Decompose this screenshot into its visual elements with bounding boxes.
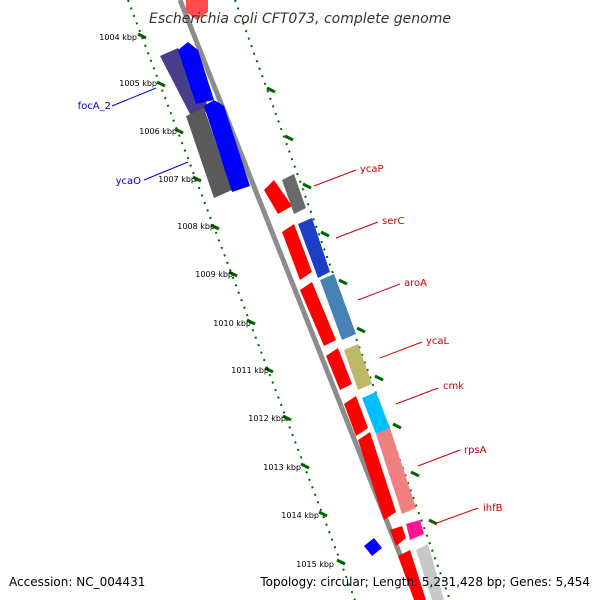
gene-ycaO-inner [204,100,250,192]
gene-ihfB-magenta [406,520,424,540]
kbp-label: 1013 kbp [263,463,301,472]
kbp-label: 1015 kbp [296,560,334,569]
gene-label-aroA: aroA [404,278,427,289]
gene-label-ycaO: ycaO [116,176,142,187]
kbp-label: 1004 kbp [99,33,137,42]
gene-focA-inner [178,42,214,104]
kbp-label: 1009 kbp [195,270,233,279]
topology-text: Topology: circular; Length: 5,231,428 bp… [259,575,590,589]
gene-serC-blue [298,218,330,278]
gene-small-blue [364,538,382,556]
kbp-labels: 1004 kbp 1005 kbp 1006 kbp 1007 kbp 1008… [99,33,334,569]
kbp-label: 1008 kbp [177,222,215,231]
gene-ycaP-red [264,180,292,214]
gene-ycaL-red [326,348,352,390]
kbp-label: 1010 kbp [213,319,251,328]
right-leaders [313,169,479,525]
gene-cmk-cyan [362,392,390,434]
gene-ycaO-outer [186,108,232,198]
gene-label-focA_2: focA_2 [78,101,111,112]
gene-rpsA-pink [376,428,416,514]
gene-cmk-red [344,396,368,436]
gene-arrow-top [186,0,208,20]
gene-label-ycaP: ycaP [360,164,384,175]
gene-aroA-red [300,282,336,346]
gene-ycaP-grey [282,174,306,214]
gene-rpsA-red [358,432,396,520]
gene-label-cmk: cmk [443,381,464,392]
gene-label-ycaL: ycaL [426,336,450,347]
accession-text: Accession: NC_004431 [9,575,145,589]
map-title: Escherichia coli CFT073, complete genome [149,11,451,27]
kbp-ring-outer [127,0,451,600]
gene-ihfB-red [390,526,406,546]
kbp-major-ticks [137,32,438,566]
gene-bottom-grey [416,544,444,600]
gene-aroA-steel [320,274,356,340]
kbp-label: 1007 kbp [158,175,196,184]
left-gene-labels: focA_2 ycaO [78,101,141,187]
kbp-label: 1012 kbp [248,414,286,423]
gene-label-rpsA: rpsA [464,445,487,456]
kbp-label: 1005 kbp [119,79,157,88]
right-gene-labels: ycaP serC aroA ycaL cmk rpsA ihfB [360,164,503,514]
gene-serC-red [282,224,312,280]
gene-label-serC: serC [382,216,404,227]
kbp-label: 1014 kbp [281,511,319,520]
gene-label-ihfB: ihfB [483,503,503,514]
gene-features [160,0,444,600]
kbp-label: 1006 kbp [139,127,177,136]
gene-ycaL-olive [344,344,372,390]
kbp-label: 1011 kbp [231,366,269,375]
gene-bottom-red [398,550,426,600]
left-leaders [111,87,189,181]
